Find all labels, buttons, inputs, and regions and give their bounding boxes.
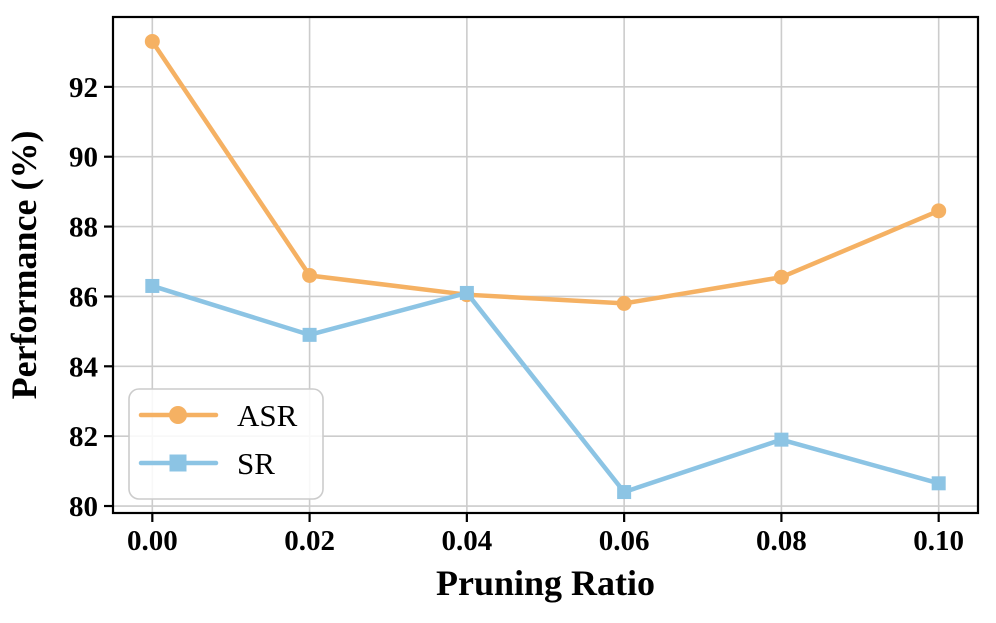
legend-label: SR — [237, 446, 275, 481]
plot-border — [111, 15, 980, 515]
sr-marker — [459, 285, 474, 300]
y-tick-label: 90 — [69, 142, 98, 174]
x-tick-label: 0.10 — [913, 525, 964, 557]
sr-marker — [302, 327, 317, 342]
asr-marker — [302, 267, 318, 283]
asr-marker — [931, 203, 947, 219]
x-tick-label: 0.06 — [599, 525, 650, 557]
y-axis-label: Performance (%) — [4, 131, 44, 400]
sr-series-line — [150, 283, 941, 495]
asr-marker — [773, 269, 789, 285]
legend-asr-marker — [169, 406, 187, 424]
x-tick-label: 0.00 — [127, 525, 178, 557]
sr-marker — [145, 278, 160, 293]
sr-marker — [774, 432, 789, 447]
tick-layer: 80 82 84 86 88 90 92 0.00 0.02 0.04 0.06 0.08 0.10 — [69, 72, 964, 557]
y-tick-label: 80 — [69, 491, 98, 523]
series-layer — [144, 33, 947, 500]
sr-marker — [617, 485, 632, 500]
legend-sr-marker — [169, 454, 187, 472]
y-tick-label: 86 — [69, 281, 98, 313]
x-tick-label: 0.08 — [756, 525, 807, 557]
x-tick-label: 0.02 — [284, 525, 335, 557]
asr-marker — [616, 295, 632, 311]
x-axis-label: Pruning Ratio — [436, 563, 655, 603]
y-tick-label: 88 — [69, 212, 98, 244]
legend-label: ASR — [237, 398, 298, 433]
sr-marker — [931, 476, 946, 491]
x-tick-label: 0.04 — [441, 525, 492, 557]
asr-marker — [144, 33, 160, 49]
y-tick-label: 82 — [69, 421, 98, 453]
asr-series-line — [150, 39, 941, 306]
legend: ASR SR — [128, 388, 324, 500]
y-tick-label: 92 — [69, 72, 98, 104]
y-tick-label: 84 — [69, 351, 98, 383]
